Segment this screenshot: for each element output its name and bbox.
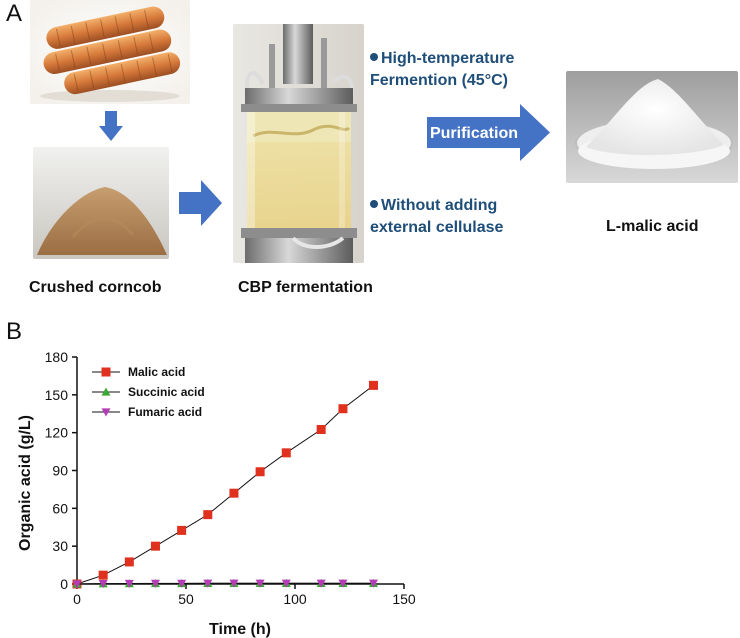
data-point <box>281 448 291 458</box>
series-fumaric-acid <box>72 579 378 589</box>
high-temp-line1: High-temperature <box>381 50 515 67</box>
legend-marker <box>101 367 111 377</box>
no-cellulase-line2: external cellulase <box>370 219 504 236</box>
data-point <box>281 579 291 588</box>
x-tick-label: 100 <box>283 591 307 607</box>
data-point <box>229 579 239 588</box>
legend-marker <box>101 408 111 417</box>
y-tick-label: 150 <box>45 387 69 403</box>
legend-item: Malic acid <box>92 365 185 379</box>
legend-label: Fumaric acid <box>128 405 202 419</box>
y-tick-label: 90 <box>52 463 68 479</box>
data-point <box>338 579 348 588</box>
data-point <box>203 510 213 520</box>
legend-item: Succinic acid <box>92 385 205 399</box>
malic-acid-photo <box>566 71 738 183</box>
x-tick-label: 0 <box>73 591 81 607</box>
legend-label: Malic acid <box>128 365 185 379</box>
x-axis-label: Time (h) <box>209 621 271 638</box>
data-point <box>229 488 239 498</box>
data-point <box>255 467 265 477</box>
data-point <box>203 579 213 588</box>
purification-arrow: Purification <box>427 104 550 161</box>
chart-legend: Malic acid Succinic acid Fumaric acid <box>92 365 205 419</box>
legend-item: Fumaric acid <box>92 405 202 419</box>
y-tick-label: 180 <box>45 349 69 365</box>
y-axis-label: Organic acid (g/L) <box>17 415 34 551</box>
series-line <box>76 582 374 585</box>
y-tick-label: 30 <box>52 538 68 554</box>
data-point <box>124 557 134 567</box>
bullet-icon <box>370 52 378 61</box>
y-tick-label: 60 <box>52 500 68 516</box>
data-point <box>368 579 378 588</box>
right-arrow-icon <box>179 180 222 226</box>
chart-ticks: 0 50 100 150 0 30 60 90 120 150 180 <box>45 349 416 607</box>
corncob-photo <box>30 0 190 104</box>
down-arrow-icon <box>99 111 123 141</box>
data-point <box>255 579 265 588</box>
caption-cbp-fermentation: CBP fermentation <box>238 279 373 296</box>
data-point <box>72 580 82 589</box>
data-point <box>177 579 187 588</box>
y-tick-label: 120 <box>45 425 69 441</box>
no-cellulase-note: Without adding external cellulase <box>370 195 503 239</box>
purification-label: Purification <box>430 125 518 142</box>
caption-l-malic-acid: L-malic acid <box>606 218 699 235</box>
organic-acid-chart: 0 50 100 150 0 30 60 90 120 150 180 Malic acid Succ… <box>17 349 416 638</box>
data-point <box>98 580 108 589</box>
data-point <box>368 380 378 390</box>
chart-axes <box>76 357 404 585</box>
bioreactor-photo <box>233 24 364 263</box>
data-point <box>124 579 134 588</box>
data-point <box>338 404 348 414</box>
data-point <box>177 525 187 535</box>
data-point <box>150 541 160 551</box>
bullet-icon <box>370 199 378 208</box>
data-point <box>98 570 108 580</box>
high-temperature-note: High-temperature Fermention (45°C) <box>370 48 514 92</box>
crushed-corncob-photo <box>33 147 169 259</box>
data-point <box>150 579 160 588</box>
data-point <box>316 579 326 588</box>
x-tick-label: 150 <box>392 591 416 607</box>
high-temp-line2: Fermention (45°C) <box>370 72 508 89</box>
legend-marker <box>101 387 111 396</box>
legend-label: Succinic acid <box>128 385 205 399</box>
no-cellulase-line1: Without adding <box>381 197 498 214</box>
chart-series <box>72 380 378 589</box>
panel-a-label: A <box>6 0 23 27</box>
panel-b-label: B <box>6 318 23 345</box>
y-tick-label: 0 <box>60 576 68 592</box>
caption-crushed-corncob: Crushed corncob <box>29 279 162 296</box>
x-tick-label: 50 <box>178 591 194 607</box>
series-line <box>76 384 374 585</box>
data-point <box>316 425 326 435</box>
